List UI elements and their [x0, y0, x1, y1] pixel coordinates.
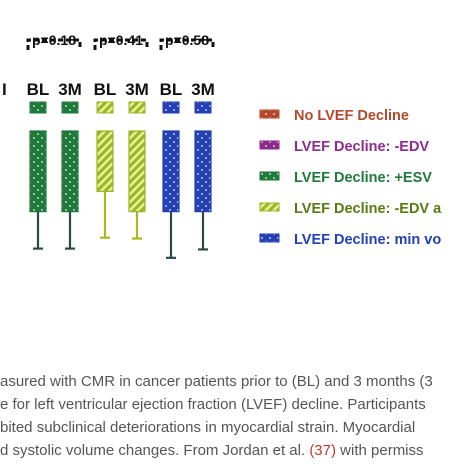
bar-m3	[194, 130, 212, 213]
chart: p=0.18 p=0.41 p=0.58 I BL 3M BL 3M BL 3M No LVEF…	[2, 32, 442, 259]
tick-label-bl: BL	[27, 80, 50, 99]
p-value-label: p=0.41	[99, 32, 143, 48]
bar-m3	[61, 130, 79, 213]
legend-swatch	[259, 233, 280, 243]
tick-label-3m: 3M	[125, 80, 149, 99]
legend-swatch	[259, 171, 280, 181]
legend-label: LVEF Decline: +ESV	[294, 170, 432, 186]
caption-line-2: e for left ventricular ejection fraction…	[0, 396, 426, 413]
mean-marker	[29, 101, 47, 114]
caption-line-4: d systolic volume changes. From Jordan e…	[0, 439, 474, 462]
significance-bracket	[93, 38, 149, 50]
caption-line-4-text: d systolic volume changes. From Jordan e…	[0, 442, 310, 459]
bar-m3	[128, 130, 146, 213]
legend-label: LVEF Decline: -EDV a	[294, 201, 442, 217]
mean-marker	[61, 101, 79, 114]
mean-marker	[128, 101, 146, 114]
mean-marker	[96, 101, 114, 114]
citation-link[interactable]: (37)	[309, 442, 336, 459]
legend-label: LVEF Decline: -EDV	[294, 139, 429, 155]
significance-bracket	[26, 38, 82, 50]
bar-bl	[29, 130, 47, 213]
bar-bl	[162, 130, 180, 213]
tick-label-bl: BL	[94, 80, 117, 99]
figure-caption: asured with CMR in cancer patients prior…	[0, 370, 474, 462]
caption-line-1: asured with CMR in cancer patients prior…	[0, 373, 433, 390]
caption-line-3: bited subclinical deteriorations in myoc…	[0, 419, 416, 436]
legend-swatch	[259, 109, 280, 119]
p-value-label: p=0.58	[165, 32, 209, 48]
mean-marker	[194, 101, 212, 114]
tick-label-3m: 3M	[58, 80, 82, 99]
legend-swatch	[259, 202, 280, 212]
legend-swatch	[259, 140, 280, 150]
significance-bracket	[159, 38, 215, 50]
bar-bl	[96, 130, 114, 193]
mean-marker	[162, 101, 180, 114]
p-value-label: p=0.18	[32, 32, 76, 48]
legend-label: LVEF Decline: min vo	[294, 232, 441, 248]
caption-line-4-tail: with permiss	[336, 442, 424, 459]
tick-label-3m: 3M	[191, 80, 215, 99]
tick-label-partial: I	[2, 80, 7, 99]
legend-label: No LVEF Decline	[294, 108, 409, 124]
tick-label-bl: BL	[160, 80, 183, 99]
